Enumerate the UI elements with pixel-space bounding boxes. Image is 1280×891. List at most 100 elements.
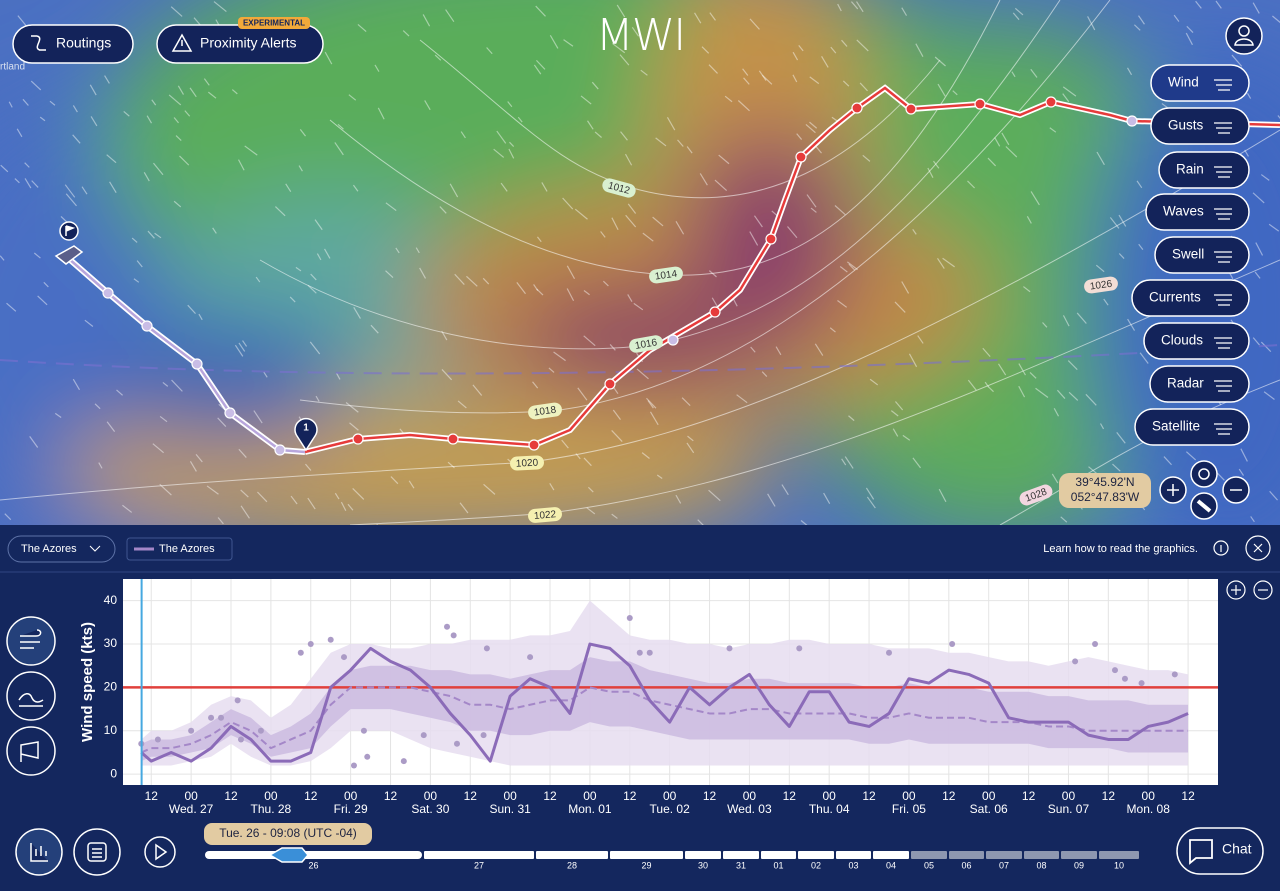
streak [1195,0,1202,9]
time-thumb[interactable] [268,847,309,863]
timeline-day: 06 [961,860,971,870]
streak [901,281,910,294]
streak [402,30,410,37]
layer-button[interactable]: Clouds [1143,322,1250,360]
zoom-in-button[interactable] [1159,476,1187,504]
y-axis-label: Wind speed (kts) [79,622,96,742]
streak [619,54,630,66]
streak [890,410,899,417]
chart-zoom-in[interactable] [1226,580,1246,600]
streak [143,171,150,182]
x-tick-label: 12 [224,789,238,803]
charts-button[interactable] [15,828,63,876]
streak [1029,372,1037,379]
gusts-chart-tab[interactable] [6,726,56,776]
layer-button[interactable]: Satellite [1134,408,1250,446]
streak [168,94,182,106]
layer-button[interactable]: Waves [1145,193,1250,231]
streak [1185,32,1193,46]
streak [508,148,515,159]
streak [337,123,344,130]
streak [862,154,871,162]
x-tick-label: 12 [464,789,478,803]
streak [131,237,138,243]
streak [856,1,864,13]
streak [457,400,467,409]
proximity-alerts-button[interactable]: Proximity Alerts EXPERIMENTAL [156,17,324,64]
streak [237,159,245,171]
scatter-point [726,645,733,652]
info-button[interactable] [1213,540,1229,556]
streak [1103,298,1109,306]
timeline-segment [836,851,871,859]
streak [1011,71,1016,78]
scatter-point [453,740,460,747]
waypoint-pin[interactable]: 1 [294,417,318,452]
help-link[interactable]: Learn how to read the graphics. [1043,543,1198,555]
layer-button[interactable]: Swell [1154,236,1250,274]
streak [636,368,649,380]
streak [24,178,32,189]
close-button[interactable] [1245,535,1271,561]
streak [787,226,798,239]
scatter-point [188,727,195,734]
streak [65,193,77,207]
streak [1116,431,1126,444]
rhumb-line [0,344,1280,375]
streak [6,302,17,312]
scatter-point [527,654,534,661]
scatter-point [154,736,161,743]
timeline-segment [761,851,796,859]
account-button[interactable] [1225,17,1263,55]
streak [656,474,663,480]
y-tick-label: 20 [104,680,118,694]
routings-button[interactable]: Routings [12,24,134,64]
list-button[interactable] [73,828,121,876]
streak [594,131,602,138]
streak [1062,315,1070,327]
layer-button-frame [1150,64,1250,102]
play-button[interactable] [144,836,176,868]
streak [31,180,39,188]
streak [1268,223,1280,232]
streak [459,502,469,514]
layer-label: Rain [1176,162,1204,177]
wind-chart-tab[interactable] [6,616,56,666]
route-dot [528,439,540,451]
streak [257,491,268,503]
streak [274,206,286,217]
legend-chip[interactable]: The Azores [126,537,233,561]
locate-button[interactable] [1190,460,1218,488]
layer-button[interactable]: Wind [1150,64,1250,102]
scatter-point [480,732,487,739]
streak [422,14,431,27]
streak [681,397,691,407]
layer-button[interactable]: Rain [1158,151,1250,189]
streak [408,480,415,489]
streak [315,395,320,402]
waves-chart-tab[interactable] [6,671,56,721]
chat-button[interactable]: Chat [1176,827,1264,875]
streak [94,403,101,410]
zoom-out-button[interactable] [1222,476,1250,504]
boat-marker[interactable] [54,221,84,265]
streak [624,153,633,166]
streak [758,70,767,81]
layer-button[interactable]: Gusts [1150,107,1250,145]
streak [8,101,13,108]
streak [1118,214,1127,227]
streak [1240,448,1248,462]
streak [574,208,588,220]
streak [177,85,185,95]
chart-zoom-out[interactable] [1253,580,1273,600]
timeline[interactable]: 26 27 28 29 30 31 01 02 03 04 05 06 07 08 09 10 [205,851,1139,870]
streak [29,436,39,448]
location-select[interactable]: The Azores [7,535,116,563]
measure-button[interactable] [1190,492,1218,520]
layer-button[interactable]: Radar [1149,365,1250,403]
streak [792,74,798,83]
layer-button[interactable]: Currents [1131,279,1250,317]
logo: MWI [596,10,684,61]
